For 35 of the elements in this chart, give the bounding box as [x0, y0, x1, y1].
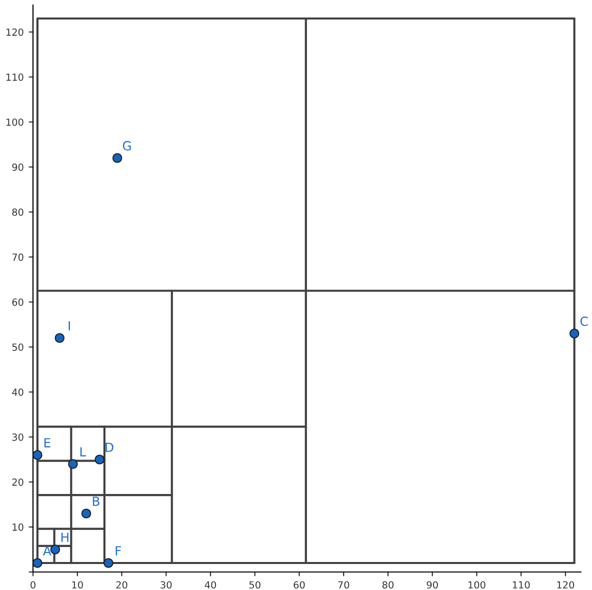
- y-tick-label: 70: [12, 253, 24, 261]
- x-tick-label: 30: [160, 581, 172, 589]
- x-tick-label: 10: [72, 581, 83, 589]
- x-tick-label: 50: [249, 581, 260, 589]
- annotation: C: [580, 316, 588, 326]
- annotation: L: [80, 447, 86, 456]
- x-tick-label: 0: [30, 581, 36, 589]
- y-tick-label: 20: [12, 478, 24, 486]
- x-tick-label: 70: [338, 581, 350, 589]
- x-tick-label: 60: [294, 581, 305, 589]
- annotation: D: [106, 442, 114, 452]
- x-tick-label: 100: [468, 581, 486, 589]
- y-tick-label: 30: [12, 433, 24, 441]
- x-tick-label: 80: [382, 581, 394, 589]
- x-tick-label: 90: [426, 581, 438, 589]
- x-tick-label: 20: [116, 581, 128, 589]
- y-tick-label: 110: [6, 73, 24, 81]
- annotation: E: [44, 438, 50, 448]
- annotation: B: [92, 496, 100, 506]
- y-tick-label: 40: [12, 388, 24, 396]
- y-tick-label: 10: [12, 523, 24, 531]
- y-tick-label: 90: [12, 163, 24, 171]
- annotation: H: [61, 532, 68, 542]
- y-tick-label: 60: [12, 298, 24, 306]
- y-tick-label: 100: [6, 118, 24, 126]
- annotation: G: [122, 141, 131, 151]
- x-tick-label: 120: [557, 581, 574, 589]
- annotation: A: [42, 546, 52, 556]
- annotation: F: [116, 546, 122, 556]
- x-tick-label: 40: [204, 581, 216, 589]
- y-tick-label: 50: [12, 343, 24, 351]
- y-tick-label: 120: [6, 28, 24, 36]
- annotation: I: [68, 321, 70, 330]
- x-tick-label: 110: [512, 581, 530, 589]
- y-tick-label: 80: [12, 208, 24, 216]
